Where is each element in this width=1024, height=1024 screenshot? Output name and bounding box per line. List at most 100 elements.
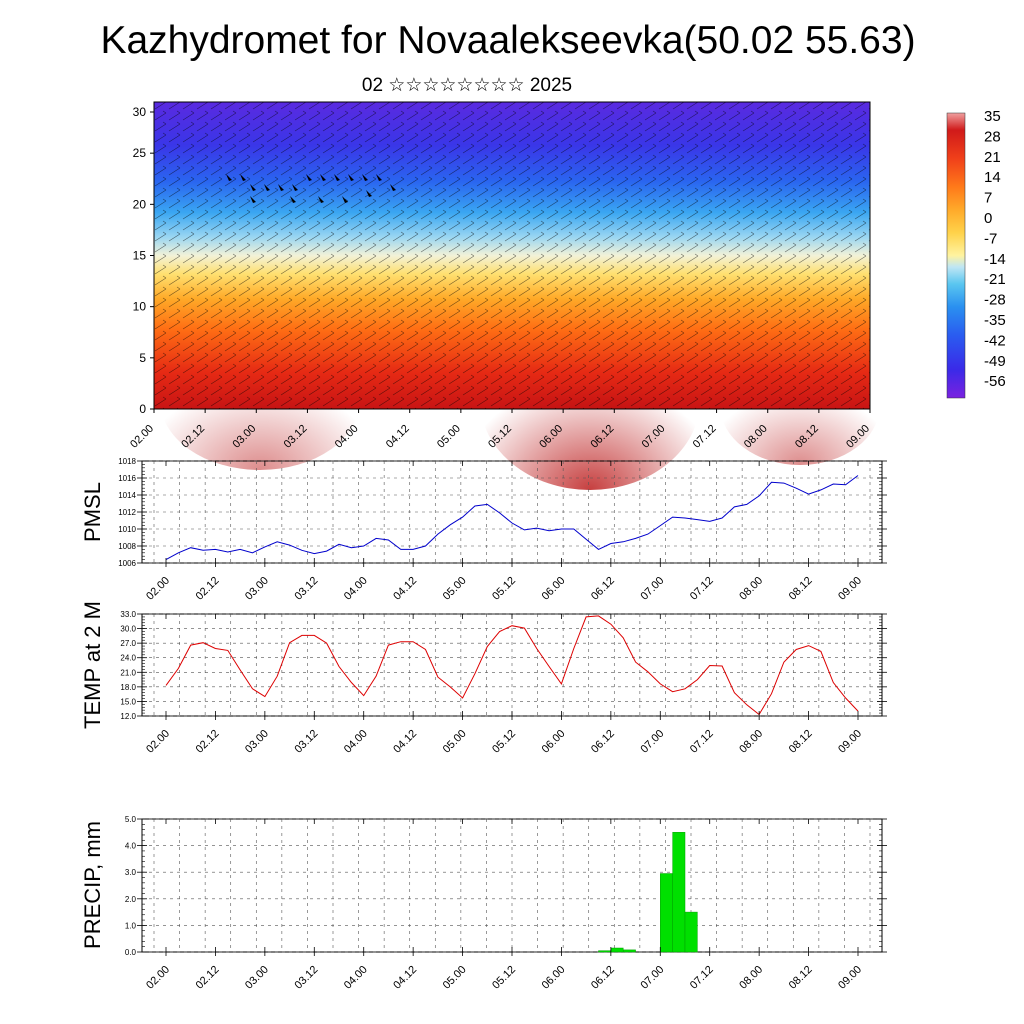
ytick-label: 18.0 (120, 683, 136, 692)
heatmap-ytick-label: 25 (133, 146, 147, 160)
colorbar-label: 7 (984, 190, 992, 207)
xtick-label: 03.00 (243, 575, 271, 603)
colorbar-label: 28 (984, 128, 1001, 145)
xtick-label: 04.12 (391, 575, 419, 603)
xtick-label: 05.12 (490, 964, 518, 992)
precip-bar (610, 947, 624, 953)
xtick-label: 02.12 (194, 964, 222, 992)
jet-barb (348, 174, 354, 181)
pmsl-panel: 1006 1008 1010 1012 1014 1016 1018 02.00 02.12 03… (80, 457, 887, 603)
precip-ylabel: PRECIP, mm (80, 821, 105, 949)
xtick-label: 06.00 (540, 575, 568, 603)
xtick-label: 08.00 (737, 728, 765, 756)
xtick-label: 04.00 (342, 964, 370, 992)
ytick-label: 27.0 (120, 639, 136, 648)
colorbar-label: -21 (984, 271, 1006, 288)
xtick-label: 08.12 (787, 728, 815, 756)
heatmap-ytick-label: 10 (133, 300, 147, 314)
colorbar-label: -28 (984, 292, 1006, 309)
ytick-label: 1010 (118, 525, 136, 534)
ytick-label: 12.0 (120, 712, 136, 721)
colorbar-label: -42 (984, 332, 1006, 349)
xtick-label: 08.00 (737, 964, 765, 992)
ytick-label: 1008 (118, 542, 136, 551)
jet-barb (342, 196, 348, 203)
heatmap-ytick-label: 0 (139, 402, 146, 416)
xtick-label: 09.00 (836, 575, 864, 603)
xtick-label: 05.00 (441, 728, 469, 756)
heatmap-xtick-label: 05.00 (435, 423, 463, 451)
jet-barb (306, 174, 312, 181)
jet-barb (226, 174, 232, 181)
xtick-label: 05.12 (490, 575, 518, 603)
xtick-label: 02.00 (144, 728, 172, 756)
colorbar-label: -35 (984, 312, 1006, 329)
xtick-label: 06.12 (589, 575, 617, 603)
jet-barb (334, 174, 340, 181)
xtick-label: 07.12 (688, 728, 716, 756)
xtick-label: 02.00 (144, 575, 172, 603)
pmsl-series-line (165, 475, 859, 561)
xtick-label: 04.12 (391, 964, 419, 992)
xtick-label: 03.12 (292, 728, 320, 756)
jet-barb (390, 184, 396, 191)
colorbar-label: -7 (984, 230, 997, 247)
ytick-label: 4.0 (125, 842, 137, 851)
colorbar-label: 21 (984, 149, 1001, 166)
jet-barb (250, 196, 256, 203)
ytick-label: 1012 (118, 508, 136, 517)
xtick-label: 09.00 (836, 728, 864, 756)
xtick-label: 06.12 (589, 964, 617, 992)
jet-barb (290, 196, 296, 203)
xtick-label: 06.00 (540, 728, 568, 756)
jet-barb (278, 184, 284, 191)
pmsl-ylabel: PMSL (80, 482, 105, 542)
xtick-label: 05.00 (441, 575, 469, 603)
colorbar-label: 0 (984, 210, 992, 227)
xtick-label: 03.00 (243, 728, 271, 756)
xtick-label: 03.12 (292, 964, 320, 992)
jet-barb (292, 184, 298, 191)
xtick-label: 05.00 (441, 964, 469, 992)
heatmap-ytick-label: 30 (133, 105, 147, 119)
temp-series-line (165, 615, 859, 716)
xtick-label: 02.12 (194, 728, 222, 756)
precip-panel: 0.0 1.0 2.0 3.0 4.0 5.0 02.00 02.12 03.00 03.12 04… (80, 815, 887, 992)
xtick-label: 03.00 (243, 964, 271, 992)
colorbar-label: -49 (984, 353, 1006, 370)
jet-barb (362, 174, 368, 181)
xtick-label: 07.00 (638, 575, 666, 603)
colorbar-label: 14 (984, 169, 1001, 186)
ytick-label: 1014 (118, 491, 136, 500)
ytick-label: 1.0 (125, 921, 137, 930)
ytick-label: 1006 (118, 559, 136, 568)
xtick-label: 09.00 (836, 964, 864, 992)
jet-barb (320, 174, 326, 181)
chart-title: Kazhydromet for Novaalekseevka(50.02 55.… (100, 19, 915, 62)
jet-barb (240, 174, 246, 181)
xtick-label: 08.12 (787, 575, 815, 603)
temp-ylabel: TEMP at 2 M (80, 601, 105, 729)
xtick-label: 02.00 (144, 964, 172, 992)
xtick-label: 08.12 (787, 964, 815, 992)
ytick-label: 1016 (118, 474, 136, 483)
heatmap-xtick-label: 02.00 (128, 423, 156, 451)
xtick-label: 07.00 (638, 728, 666, 756)
xtick-label: 05.12 (490, 728, 518, 756)
jet-barb (318, 196, 324, 203)
xtick-label: 08.00 (737, 575, 765, 603)
jet-barb (250, 184, 256, 191)
xtick-label: 04.12 (391, 728, 419, 756)
ytick-label: 2.0 (125, 895, 137, 904)
colorbar: 35 28 21 14 7 0 -7 -14 -21 -28 -35 -42 -49 -56 (946, 108, 1006, 399)
precip-bar (684, 911, 698, 953)
ytick-label: 15.0 (120, 697, 136, 706)
xtick-label: 06.00 (540, 964, 568, 992)
jet-barb (376, 174, 382, 181)
xtick-label: 04.00 (342, 575, 370, 603)
ytick-label: 33.0 (120, 610, 136, 619)
ytick-label: 5.0 (125, 815, 137, 824)
heatmap-ytick-label: 5 (139, 351, 146, 365)
ytick-label: 30.0 (120, 625, 136, 634)
